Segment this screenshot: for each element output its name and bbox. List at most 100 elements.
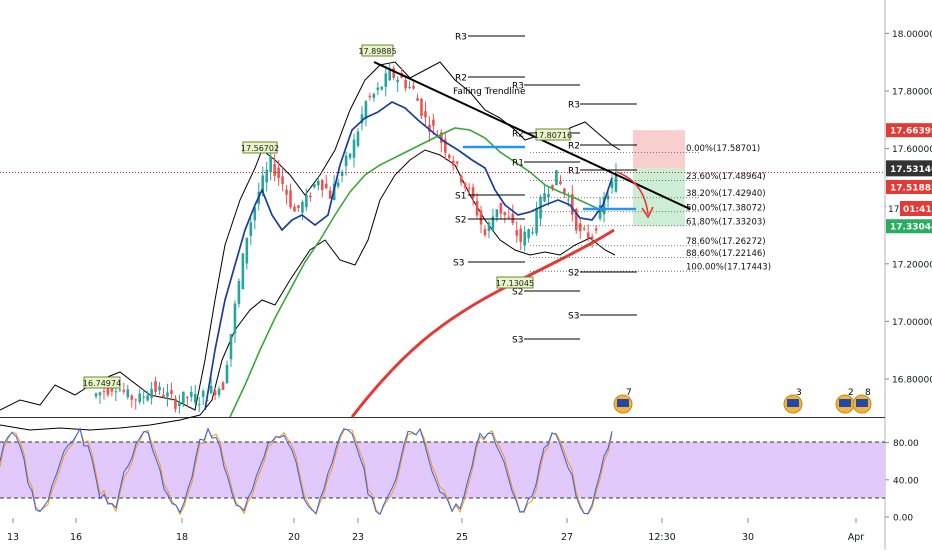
candle-body[interactable] <box>238 281 241 304</box>
candle-body[interactable] <box>142 397 145 398</box>
candle-body[interactable] <box>246 238 249 264</box>
candle-body[interactable] <box>432 120 435 126</box>
candle-body[interactable] <box>480 210 483 224</box>
candle-body[interactable] <box>123 390 126 392</box>
candle-body[interactable] <box>476 201 479 216</box>
early-label-box[interactable]: 16.74974 <box>83 377 121 388</box>
candle-body[interactable] <box>448 155 451 158</box>
candle-body[interactable] <box>357 132 360 147</box>
candle-body[interactable] <box>325 184 328 188</box>
candle-body[interactable] <box>166 392 169 396</box>
candle-body[interactable] <box>456 162 459 164</box>
candle-body[interactable] <box>380 87 383 90</box>
candle-body[interactable] <box>265 170 268 183</box>
candle-body[interactable] <box>408 87 411 88</box>
candle-body[interactable] <box>313 184 316 187</box>
candle-body[interactable] <box>226 365 229 383</box>
candle-body[interactable] <box>289 190 292 207</box>
candle-body[interactable] <box>285 190 288 195</box>
price-axis[interactable] <box>885 0 932 550</box>
candle-body[interactable] <box>373 94 376 98</box>
candle-body[interactable] <box>488 223 491 231</box>
candle-body[interactable] <box>305 195 308 208</box>
candle-body[interactable] <box>250 222 253 236</box>
candle-body[interactable] <box>392 68 395 78</box>
candle-body[interactable] <box>496 209 499 217</box>
candle-body[interactable] <box>99 392 102 395</box>
candle-body[interactable] <box>202 391 205 397</box>
candle-body[interactable] <box>424 111 427 117</box>
candle-body[interactable] <box>317 181 320 185</box>
candle-body[interactable] <box>464 183 467 188</box>
candle-body[interactable] <box>210 386 213 393</box>
candle-body[interactable] <box>186 397 189 398</box>
mid-label-box[interactable]: 17.80716 <box>534 129 572 140</box>
candle-body[interactable] <box>230 334 233 359</box>
candle-body[interactable] <box>337 183 340 187</box>
candle-body[interactable] <box>309 196 312 198</box>
candle-body[interactable] <box>170 390 173 394</box>
candle-body[interactable] <box>527 229 530 238</box>
candle-body[interactable] <box>404 80 407 88</box>
candle-body[interactable] <box>115 391 118 392</box>
candle-body[interactable] <box>178 402 181 406</box>
candle-body[interactable] <box>281 176 284 184</box>
candle-body[interactable] <box>452 161 455 166</box>
candle-body[interactable] <box>329 190 332 198</box>
candle-body[interactable] <box>138 394 141 402</box>
candle-body[interactable] <box>523 232 526 246</box>
candle-body[interactable] <box>460 176 463 183</box>
candle-body[interactable] <box>158 387 161 391</box>
candle-body[interactable] <box>345 156 348 166</box>
candle-body[interactable] <box>559 181 562 184</box>
candle-body[interactable] <box>214 391 217 395</box>
candle-body[interactable] <box>547 194 550 197</box>
candle-body[interactable] <box>579 223 582 231</box>
candle-body[interactable] <box>134 399 137 400</box>
candle-body[interactable] <box>511 214 514 223</box>
candle-body[interactable] <box>198 404 201 405</box>
candle-body[interactable] <box>273 164 276 176</box>
candle-body[interactable] <box>587 232 590 237</box>
candle-body[interactable] <box>190 392 193 397</box>
candle-body[interactable] <box>412 86 415 89</box>
candle-body[interactable] <box>174 398 177 409</box>
candle-body[interactable] <box>242 254 245 290</box>
candle-body[interactable] <box>519 229 522 242</box>
candle-body[interactable] <box>95 393 98 396</box>
candle-body[interactable] <box>130 396 133 400</box>
low-label-box[interactable]: 17.13045 <box>496 277 534 288</box>
candle-body[interactable] <box>162 395 165 397</box>
candle-body[interactable] <box>472 187 475 198</box>
candle-body[interactable] <box>269 156 272 172</box>
candle-body[interactable] <box>531 232 534 233</box>
candle-body[interactable] <box>234 304 237 334</box>
candle-body[interactable] <box>508 217 511 218</box>
candle-body[interactable] <box>293 207 296 212</box>
candle-body[interactable] <box>297 205 300 208</box>
candle-body[interactable] <box>126 389 129 397</box>
candle-body[interactable] <box>154 381 157 392</box>
candle-body[interactable] <box>484 229 487 235</box>
candle-body[interactable] <box>563 189 566 194</box>
candle-body[interactable] <box>146 395 149 400</box>
candle-body[interactable] <box>515 230 518 235</box>
candle-body[interactable] <box>301 202 304 213</box>
candle-body[interactable] <box>416 98 419 101</box>
candle-body[interactable] <box>321 180 324 190</box>
candle-body[interactable] <box>420 99 423 116</box>
candle-body[interactable] <box>595 229 598 231</box>
candle-body[interactable] <box>182 392 185 404</box>
candle-body[interactable] <box>396 80 399 82</box>
candle-body[interactable] <box>591 237 594 239</box>
candle-body[interactable] <box>384 73 387 87</box>
candle-body[interactable] <box>567 200 570 201</box>
left-high-label-box[interactable]: 17.56702 <box>241 142 279 153</box>
candle-body[interactable] <box>222 382 225 389</box>
candle-body[interactable] <box>150 389 153 398</box>
peak-label-box[interactable]: 17.89885 <box>358 45 396 56</box>
candle-body[interactable] <box>349 154 352 158</box>
candle-body[interactable] <box>194 394 197 403</box>
candle-body[interactable] <box>504 212 507 215</box>
candle-body[interactable] <box>119 389 122 390</box>
